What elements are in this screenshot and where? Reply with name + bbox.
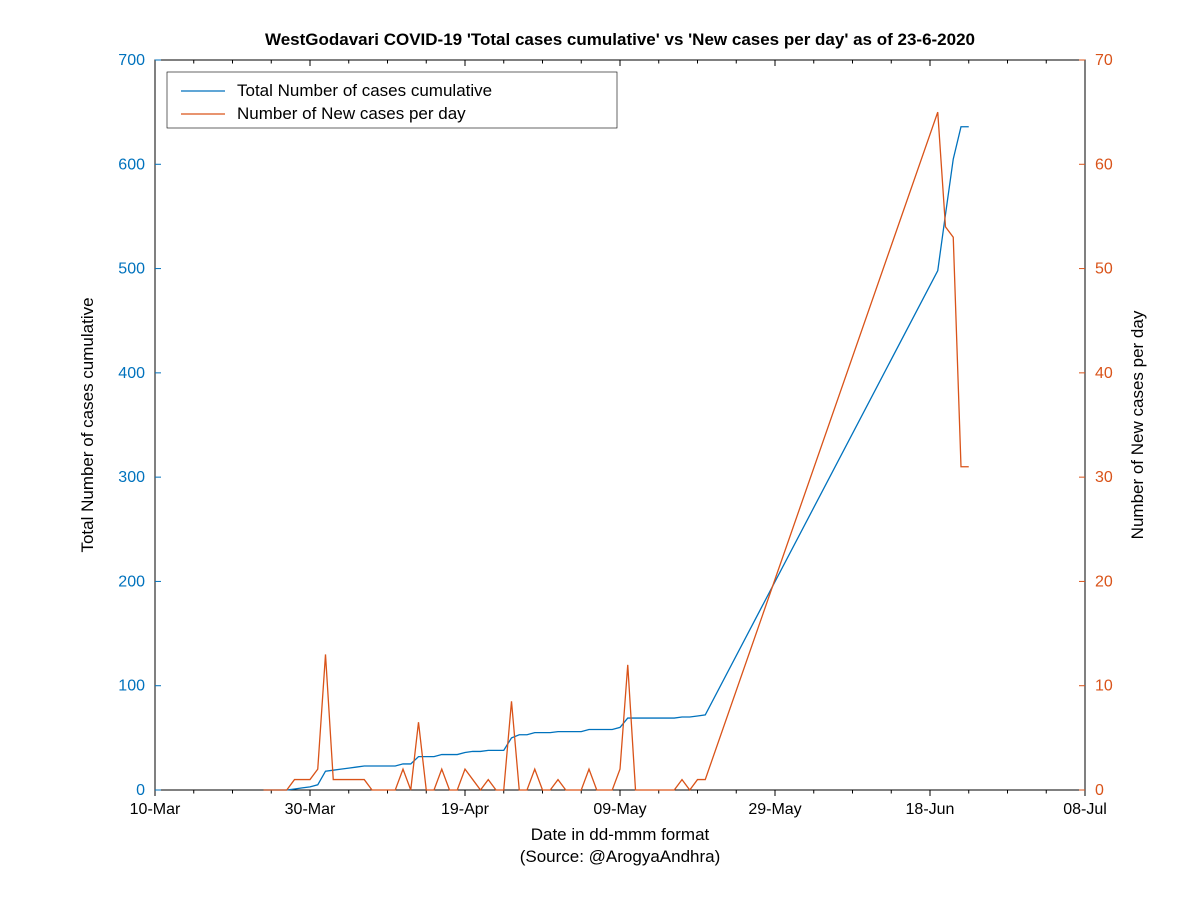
x-tick-label: 30-Mar — [285, 801, 336, 818]
chart-container: WestGodavari COVID-19 'Total cases cumul… — [0, 0, 1200, 898]
chart-title: WestGodavari COVID-19 'Total cases cumul… — [265, 30, 975, 49]
y-right-tick-label: 50 — [1095, 261, 1113, 278]
legend: Total Number of cases cumulative Number … — [167, 72, 617, 128]
y-right-tick-label: 60 — [1095, 156, 1113, 173]
chart-svg: WestGodavari COVID-19 'Total cases cumul… — [0, 0, 1200, 898]
y-left-tick-label: 0 — [136, 782, 145, 799]
y-left-tick-label: 500 — [118, 261, 145, 278]
y-axis-left-label: Total Number of cases cumulative — [78, 297, 97, 552]
x-tick-label: 10-Mar — [130, 801, 181, 818]
y-right-tick-label: 70 — [1095, 52, 1113, 69]
y-left-tick-label: 100 — [118, 678, 145, 695]
y-right-tick-label: 0 — [1095, 782, 1104, 799]
x-tick-label: 09-May — [593, 801, 646, 818]
y-left-tick-label: 700 — [118, 52, 145, 69]
y-left-tick-label: 600 — [118, 156, 145, 173]
y-right-tick-label: 10 — [1095, 678, 1113, 695]
y-left-tick-label: 200 — [118, 573, 145, 590]
y-right-tick-label: 20 — [1095, 573, 1113, 590]
x-axis-label-2: (Source: @ArogyaAndhra) — [520, 847, 721, 866]
x-tick-label: 29-May — [748, 801, 801, 818]
x-axis-label-1: Date in dd-mmm format — [531, 825, 710, 844]
x-tick-label: 18-Jun — [906, 801, 955, 818]
legend-label-newcases: Number of New cases per day — [237, 104, 466, 123]
y-right-tick-label: 30 — [1095, 469, 1113, 486]
plot-background — [0, 0, 1200, 898]
y-left-tick-label: 400 — [118, 365, 145, 382]
y-right-tick-label: 40 — [1095, 365, 1113, 382]
y-left-tick-label: 300 — [118, 469, 145, 486]
legend-label-cumulative: Total Number of cases cumulative — [237, 81, 492, 100]
x-tick-label: 08-Jul — [1063, 801, 1107, 818]
y-axis-right-label: Number of New cases per day — [1128, 310, 1147, 539]
x-tick-label: 19-Apr — [441, 801, 490, 818]
